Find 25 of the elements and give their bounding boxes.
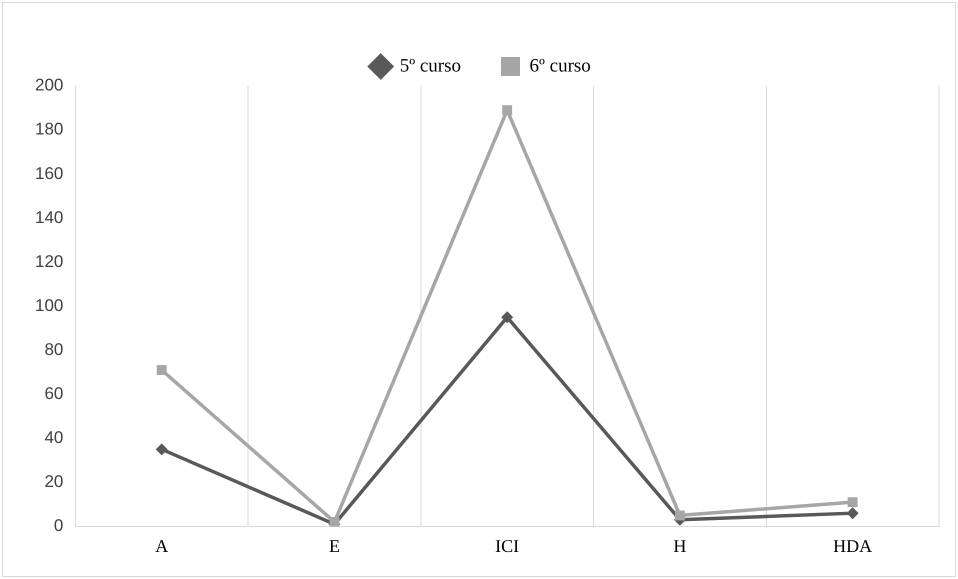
point — [848, 497, 858, 508]
y-tick-label: 20 — [44, 472, 64, 492]
legend-label: 5º curso — [400, 55, 461, 76]
point — [846, 507, 859, 520]
point — [674, 510, 685, 520]
x-tick-label: HDA — [833, 536, 872, 556]
x-tick-label: ICI — [495, 536, 520, 556]
x-tick-label: H — [673, 536, 686, 556]
y-tick-label: 60 — [44, 384, 64, 403]
point — [156, 365, 167, 376]
y-tick-label: 80 — [44, 340, 64, 359]
y-tick-label: 0 — [54, 516, 64, 536]
y-tick-label: 140 — [34, 208, 64, 227]
legend-label: 6º curso — [530, 55, 591, 76]
y-tick-label: 120 — [34, 252, 64, 271]
y-tick-label: 160 — [34, 164, 64, 183]
x-tick-label: A — [155, 536, 168, 556]
point — [501, 311, 514, 324]
x-tick-label: E — [328, 536, 340, 556]
point — [502, 105, 512, 116]
y-tick-label: 200 — [34, 76, 64, 95]
y-tick-label: 40 — [44, 428, 64, 448]
point — [156, 443, 168, 456]
y-tick-label: 100 — [34, 296, 64, 315]
y-tick-label: 180 — [34, 120, 64, 139]
